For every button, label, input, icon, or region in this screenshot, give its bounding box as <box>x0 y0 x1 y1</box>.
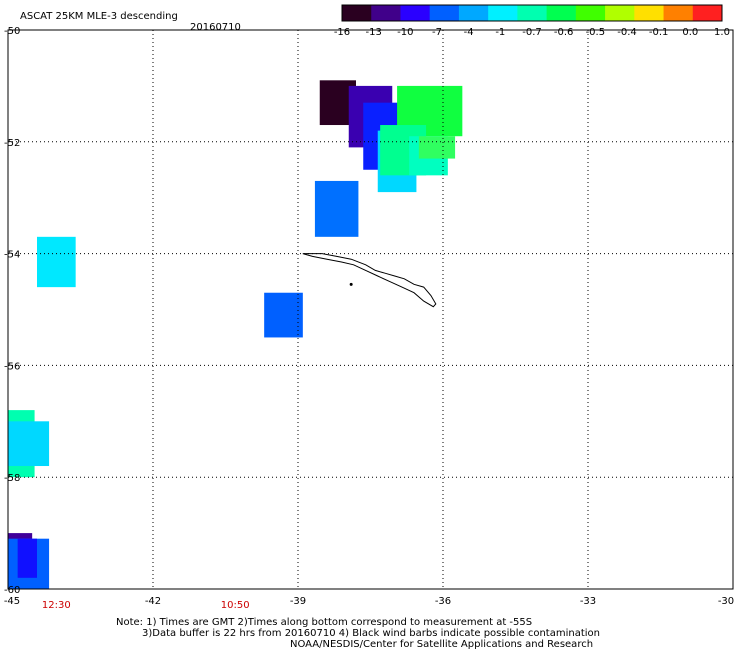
lat-label-5: -60 <box>4 585 20 596</box>
islet-marker <box>349 282 353 286</box>
time-labels: 12:30 10:50 <box>42 600 250 611</box>
wind-data-cells <box>8 80 463 589</box>
colorbar-label-9: -0.4 <box>617 27 637 38</box>
lat-label-3: -56 <box>4 361 20 372</box>
colorbar-swatch-8 <box>575 5 606 21</box>
colorbar-swatch-9 <box>605 5 635 21</box>
colorbar-swatch-4 <box>458 5 489 21</box>
note-line-2: 3)Data buffer is 22 hrs from 20160710 4)… <box>142 628 600 639</box>
lat-label-2: -54 <box>4 250 20 261</box>
colorbar-swatch-7 <box>546 5 577 21</box>
south-georgia-coastline <box>302 253 437 308</box>
colorbar-swatch-2 <box>400 5 431 21</box>
data-cell-8 <box>314 180 359 237</box>
data-cell-7 <box>418 136 456 159</box>
time-label-0: 12:30 <box>42 600 71 611</box>
lat-label-0: -50 <box>4 26 20 37</box>
lat-label-1: -52 <box>4 138 20 149</box>
colorbar-label-5: -1 <box>495 27 505 38</box>
note-line-1: Note: 1) Times are GMT 2)Times along bot… <box>116 617 532 628</box>
data-cell-9 <box>37 236 76 288</box>
colorbar-label-1: -13 <box>365 27 381 38</box>
data-cell-12 <box>8 421 50 467</box>
longitude-labels: -45 -42 -39 -36 -33 -30 <box>4 596 734 607</box>
colorbar-swatch-1 <box>371 5 401 21</box>
lon-label-2: -39 <box>290 596 306 607</box>
colorbar-label-2: -10 <box>397 27 413 38</box>
colorbar-label-7: -0.6 <box>554 27 574 38</box>
latitude-labels: -50 -52 -54 -56 -58 -60 <box>4 26 20 596</box>
colorbar-swatch-5 <box>488 5 518 21</box>
colorbar-label-11: 0.0 <box>682 27 698 38</box>
time-label-1: 10:50 <box>221 600 250 611</box>
colorbar-label-3: -7 <box>432 27 442 38</box>
colorbar <box>341 4 723 22</box>
colorbar-swatch-10 <box>634 5 665 21</box>
data-cell-15 <box>17 538 37 578</box>
colorbar-label-0: -16 <box>334 27 350 38</box>
colorbar-labels: -16 -13 -10 -7 -4 -1 -0.7 -0.6 -0.5 -0.4 -0.1 0.0 1.… <box>334 27 730 38</box>
colorbar-swatch-12 <box>692 5 723 21</box>
lon-label-4: -33 <box>580 596 596 607</box>
colorbar-label-8: -0.5 <box>586 27 606 38</box>
colorbar-label-10: -0.1 <box>649 27 669 38</box>
lon-label-3: -36 <box>435 596 451 607</box>
plot-frame <box>7 29 734 590</box>
lat-label-4: -58 <box>4 473 20 484</box>
colorbar-label-4: -4 <box>464 27 474 38</box>
colorbar-swatch-3 <box>429 5 460 21</box>
data-cell-10 <box>264 292 303 338</box>
colorbar-label-6: -0.7 <box>522 27 542 38</box>
colorbar-swatch-6 <box>517 5 548 21</box>
product-date: 20160710 <box>190 22 241 33</box>
lon-label-0: -45 <box>4 596 20 607</box>
colorbar-label-12: 1.0 <box>714 27 730 38</box>
note-line-3: NOAA/NESDIS/Center for Satellite Applica… <box>290 639 593 650</box>
lon-label-5: -30 <box>718 596 734 607</box>
lon-label-1: -42 <box>145 596 161 607</box>
colorbar-swatch-0 <box>342 5 372 21</box>
lat-lon-grid <box>7 29 734 590</box>
colorbar-swatch-11 <box>663 5 694 21</box>
product-title: ASCAT 25KM MLE-3 descending <box>20 11 178 22</box>
colorbar-frame <box>341 4 723 22</box>
